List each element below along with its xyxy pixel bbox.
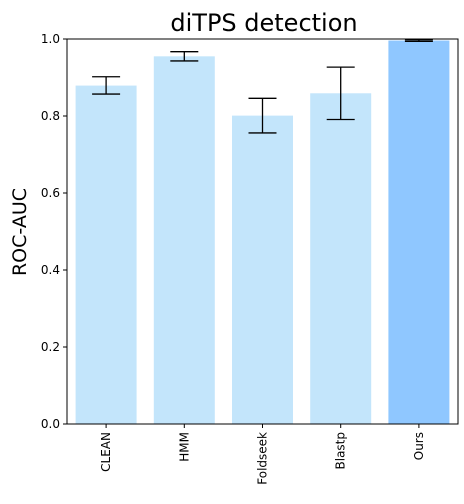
plot-frame xyxy=(66,38,459,425)
y-tick-label: 0.0 xyxy=(41,417,60,431)
x-tick-label: Blastp xyxy=(334,432,348,470)
x-tick-label: Foldseek xyxy=(256,432,270,485)
y-tick-label: 0.4 xyxy=(41,263,60,277)
y-tick-label: 1.0 xyxy=(41,32,60,46)
y-axis-label: ROC-AUC xyxy=(9,188,31,276)
y-tick-label: 0.8 xyxy=(41,109,60,123)
y-tick-label: 0.6 xyxy=(41,186,60,200)
error-bars-layer xyxy=(92,39,433,134)
bar xyxy=(153,56,215,424)
y-tick-label: 0.2 xyxy=(41,340,60,354)
x-axis-ticks: CLEAN HMM Foldseek Blastp Ours xyxy=(99,424,426,485)
x-tick-label: CLEAN xyxy=(99,432,113,472)
bar xyxy=(388,40,450,424)
y-axis-ticks: 0.0 0.2 0.4 0.6 0.8 1.0 xyxy=(41,32,67,431)
bar xyxy=(232,115,293,425)
bars-layer xyxy=(75,40,450,425)
chart-title: diTPS detection xyxy=(170,9,357,37)
bar xyxy=(75,85,137,425)
x-tick-label: Ours xyxy=(412,432,426,460)
bar xyxy=(310,93,372,424)
x-tick-label: HMM xyxy=(177,432,191,462)
